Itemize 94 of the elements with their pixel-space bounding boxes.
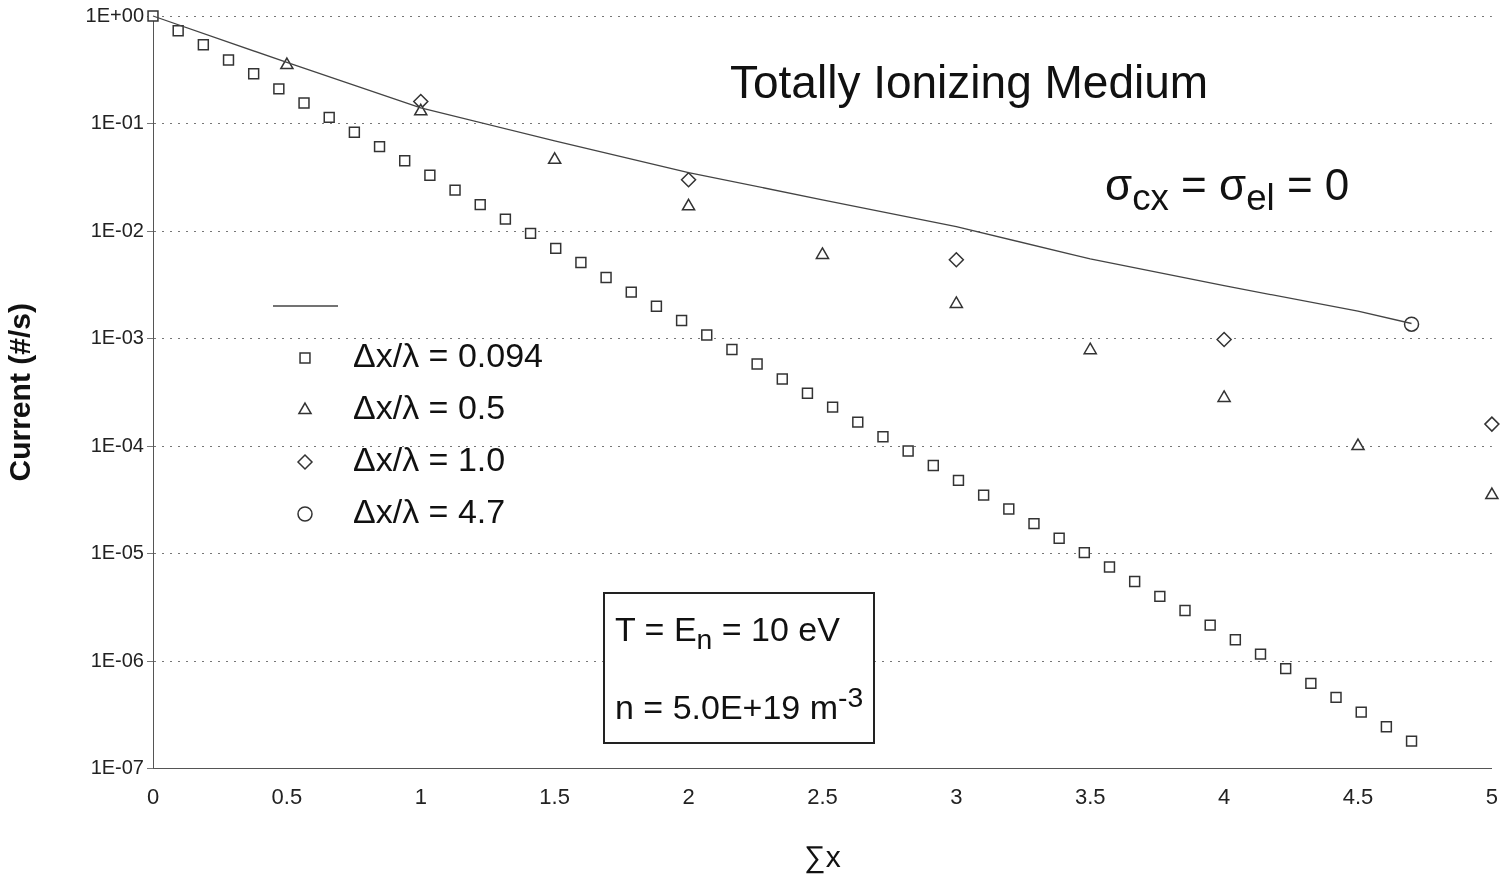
point [550,242,562,255]
point [373,140,386,153]
point [948,252,965,268]
point [323,111,335,124]
point [801,387,814,399]
point [1403,316,1420,332]
point [1355,706,1367,718]
point [1154,590,1166,603]
point [1254,648,1267,660]
point [1128,575,1141,588]
annotation: n = 5.0E+19 m$^{-3}$ [615,679,864,729]
y-tick-label: 1E-06 [90,648,144,671]
y-axis-title: Current (#/s) [3,303,37,482]
point [949,296,964,309]
point [474,198,486,211]
point [625,286,637,298]
point [172,25,184,37]
x-tick-label: 3.5 [1074,783,1106,809]
point [1179,604,1191,617]
point [222,54,235,66]
point [681,198,696,211]
point [1103,561,1116,573]
point [902,445,914,457]
x-tick-label: 4.5 [1342,783,1374,809]
point [852,416,864,428]
point [413,103,428,116]
y-tick-label: 1E-05 [90,541,144,564]
legend-label: Δx/λ = 1.0 [353,440,506,479]
legend-label: Δx/λ = 0.5 [353,388,506,427]
point [197,39,210,51]
x-tick-label: 1.5 [539,783,570,809]
y-tick-label: 1E-01 [90,111,144,134]
point [298,97,310,109]
point [348,126,361,138]
point [499,213,512,225]
point [1405,735,1418,747]
x-tick-label: 4 [1217,783,1231,809]
point [650,300,663,312]
point [680,171,697,188]
point [1485,487,1499,500]
point [1003,503,1015,515]
x-tick-label: 2.5 [807,783,838,809]
point [952,474,965,487]
x-tick-label: 0.5 [271,783,303,809]
point [1078,546,1091,559]
point [147,10,159,22]
y-tick-label: 1E-03 [90,326,144,349]
point [751,358,763,370]
point [424,169,436,181]
point [1053,532,1065,544]
point [877,431,889,443]
point [977,489,990,501]
y-tick-label: 1E-07 [90,756,144,779]
x-tick-label: 5 [1485,783,1499,809]
annotation: Totally Ionizing Medium [730,55,1209,109]
point [776,373,788,385]
point [1380,721,1393,733]
point [247,68,260,80]
point [273,83,285,95]
point [927,459,939,472]
point [1217,390,1231,403]
point [524,227,537,240]
point [1028,517,1040,530]
annotation: σ$_{cx}$ = σ$_{el}$ = 0 [1105,160,1350,219]
point [575,256,587,269]
point [1083,342,1098,355]
point [1330,691,1342,704]
y-tick-label: 1E+00 [85,3,144,26]
point [1216,331,1232,348]
annotation: T = E$_{n}$ = 10 eV [615,609,841,657]
point [1229,634,1242,646]
point [815,247,830,260]
point [1279,662,1292,675]
point [726,343,738,356]
x-tick-label: 2 [682,783,695,809]
point [1351,438,1365,451]
point [449,184,461,196]
point [1305,677,1317,690]
point [826,401,839,413]
point [600,271,612,284]
x-tick-label: 0 [146,783,160,809]
point [701,329,713,341]
point [1204,619,1216,631]
point [1484,416,1500,432]
y-tick-label: 1E-04 [90,433,144,456]
y-tick-label: 1E-02 [90,218,144,241]
legend-label: Δx/λ = 4.7 [353,492,506,531]
point [675,314,688,327]
point [399,155,411,167]
x-tick-label: 1 [414,783,427,809]
point [547,152,562,165]
x-tick-label: 3 [950,783,963,809]
legend-label: Δx/λ = 0.094 [353,336,543,375]
x-axis-title: ∑x [804,840,841,875]
